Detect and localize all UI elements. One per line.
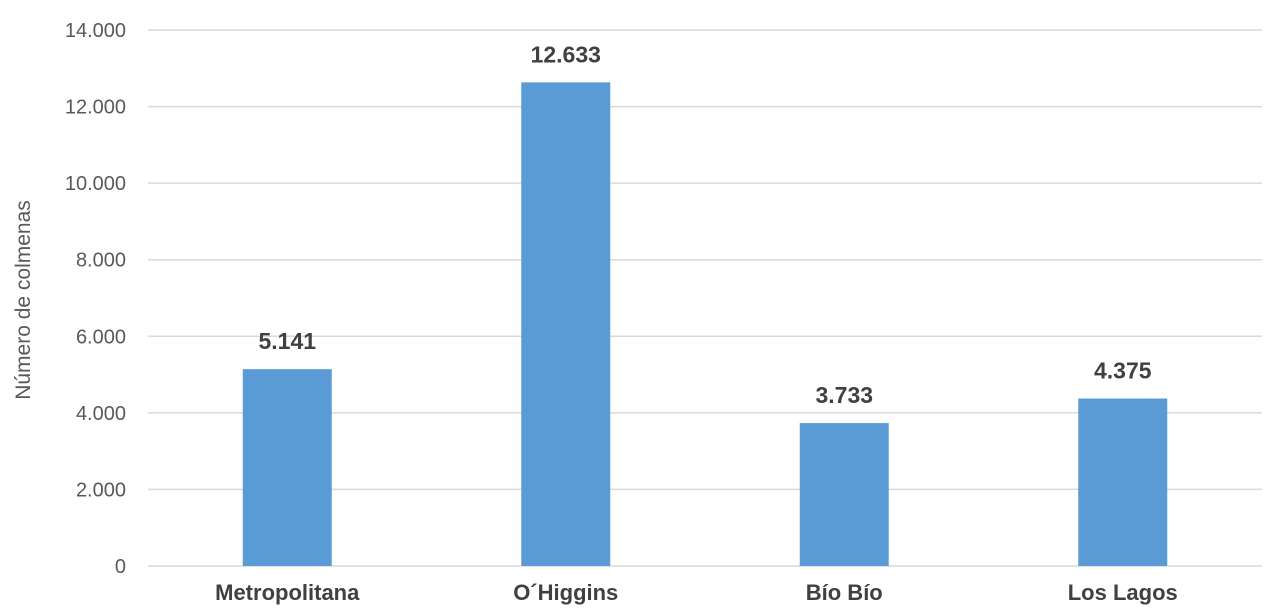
x-axis-categories: Metropolitana O´Higgins Bío Bío Los Lagos: [215, 580, 1178, 605]
x-category-label: O´Higgins: [513, 580, 618, 605]
y-tick-label: 2.000: [76, 479, 126, 501]
y-axis-title: Número de colmenas: [12, 200, 35, 400]
bar-metropolitana: [242, 369, 332, 566]
y-tick-label: 14.000: [65, 20, 126, 42]
x-category-label: Bío Bío: [806, 580, 883, 605]
x-category-label: Metropolitana: [215, 580, 360, 605]
bar-o-higgins: [521, 82, 611, 566]
gridlines: [148, 29, 1262, 567]
data-label: 5.141: [258, 328, 316, 354]
y-axis-ticks: 0 2.000 4.000 6.000 8.000 10.000 12.000 14.000: [65, 20, 126, 578]
bar-los-lagos: [1078, 398, 1168, 566]
x-category-label: Los Lagos: [1068, 580, 1178, 605]
data-label: 3.733: [815, 382, 873, 408]
y-tick-label: 12.000: [65, 97, 126, 119]
y-tick-label: 0: [115, 556, 126, 578]
y-tick-label: 6.000: [76, 326, 126, 348]
y-tick-label: 8.000: [76, 250, 126, 272]
bar-b-o-b-o: [799, 423, 889, 566]
bars: [242, 82, 1168, 566]
data-labels: 5.141 12.633 3.733 4.375: [258, 41, 1151, 408]
data-label: 12.633: [531, 41, 601, 67]
y-tick-label: 10.000: [65, 173, 126, 195]
data-label: 4.375: [1094, 358, 1152, 384]
y-tick-label: 4.000: [76, 403, 126, 425]
